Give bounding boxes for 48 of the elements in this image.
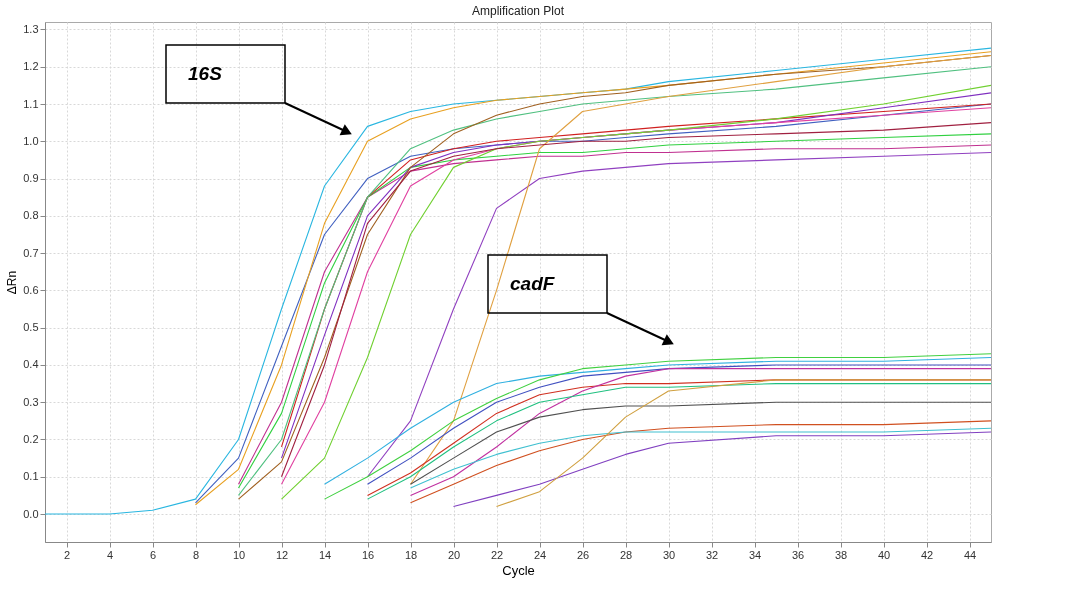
y-tick-label: 0.9	[23, 172, 39, 185]
line-series	[452, 431, 991, 508]
x-tick-label: 26	[576, 548, 590, 561]
y-tick-label: 1.1	[23, 97, 39, 110]
y-axis-title: ΔRn	[5, 270, 20, 295]
line-series	[409, 401, 991, 485]
line-series	[495, 379, 991, 508]
x-tick-label: 34	[748, 548, 762, 561]
x-tick-label: 42	[920, 548, 934, 561]
y-tick-label: 1.3	[23, 22, 39, 35]
y-tick-label: 0.0	[23, 507, 39, 520]
y-tick-label: 0.5	[23, 321, 39, 334]
x-tick-label: 2	[63, 548, 71, 561]
x-tick-label: 44	[963, 548, 977, 561]
x-tick-label: 10	[232, 548, 246, 561]
x-tick-label: 36	[791, 548, 805, 561]
x-tick-label: 16	[361, 548, 375, 561]
y-tick-label: 0.2	[23, 432, 39, 445]
y-tick-label: 0.8	[23, 209, 39, 222]
chart-title: Amplification Plot	[471, 4, 565, 18]
x-tick-label: 14	[318, 548, 332, 561]
line-series	[409, 420, 991, 504]
y-tick-label: 1.2	[23, 60, 39, 73]
x-tick-label: 6	[149, 548, 157, 561]
x-tick-label: 28	[619, 548, 633, 561]
x-tick-label: 12	[275, 548, 289, 561]
x-tick-label: 24	[533, 548, 547, 561]
x-axis-title: Cycle	[502, 562, 535, 578]
annotation: 16S	[188, 63, 223, 84]
y-tick-label: 0.7	[23, 246, 39, 259]
x-tick-label: 20	[447, 548, 461, 561]
x-tick-label: 38	[834, 548, 848, 561]
x-tick-label: 18	[404, 548, 418, 561]
y-tick-label: 0.6	[23, 283, 39, 296]
line-series	[366, 151, 991, 478]
y-tick-label: 0.4	[23, 358, 39, 371]
line-series	[409, 55, 991, 485]
line-series	[409, 427, 991, 489]
y-tick-label: 0.3	[23, 395, 39, 408]
y-tick-label: 1.0	[23, 134, 39, 147]
annotation: cadF	[510, 273, 556, 294]
x-tick-label: 32	[705, 548, 719, 561]
x-tick-label: 22	[490, 548, 504, 561]
x-tick-label: 4	[106, 548, 114, 561]
y-tick-label: 0.1	[23, 470, 39, 483]
x-tick-label: 8	[192, 548, 200, 561]
x-tick-label: 30	[662, 548, 676, 561]
x-tick-label: 40	[877, 548, 891, 561]
